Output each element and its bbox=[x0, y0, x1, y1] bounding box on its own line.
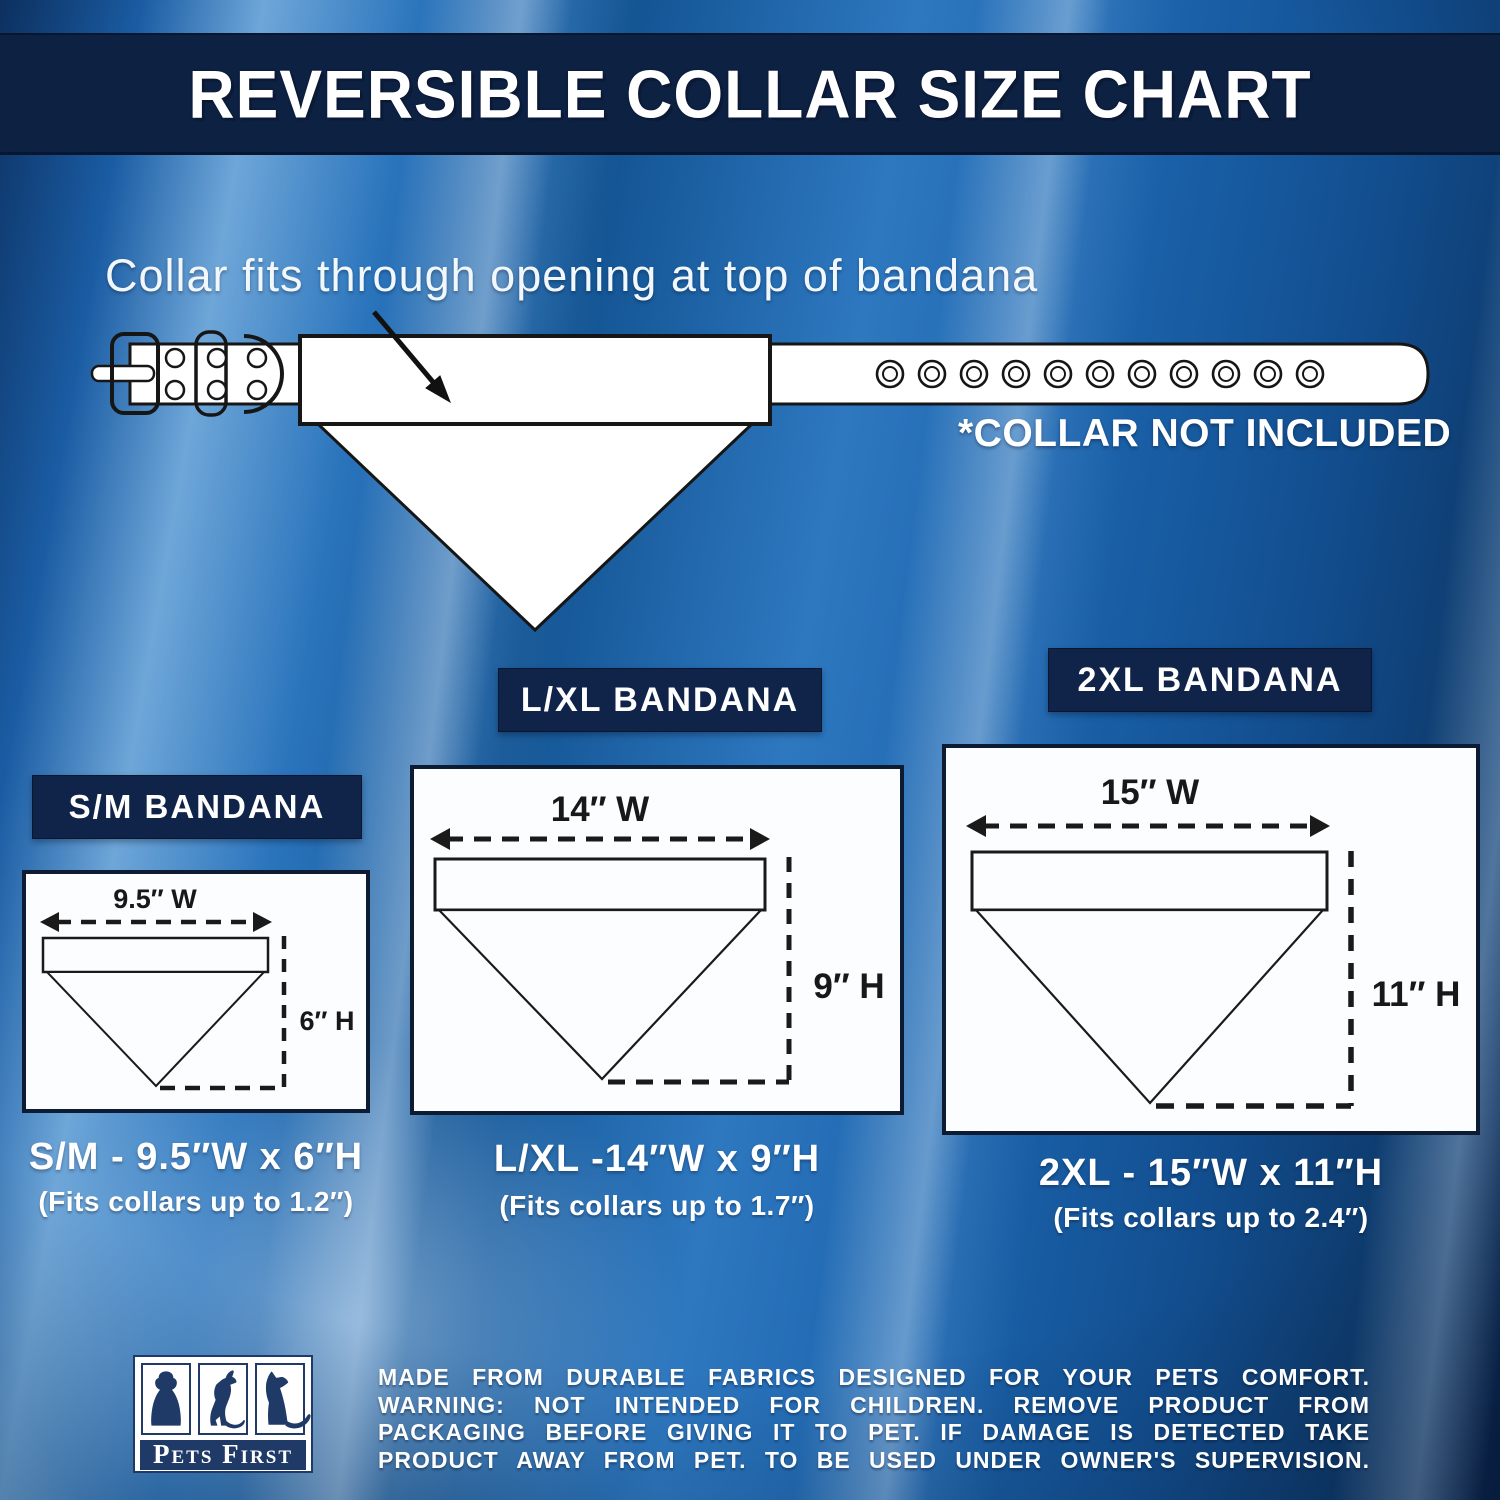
warning-line: WARNING: NOT INTENDED FOR CHILDREN. REMO… bbox=[378, 1391, 1370, 1418]
sm-height-dimension: 6″ H bbox=[299, 1006, 355, 1036]
pets-first-logo: Pets First bbox=[133, 1355, 313, 1473]
2xl-height-dimension: 11″ H bbox=[1371, 975, 1461, 1014]
bandana-triangle bbox=[314, 422, 756, 633]
collar-eyelets bbox=[875, 359, 1325, 389]
dog-silhouette-icon bbox=[198, 1363, 248, 1435]
sm-size-label: S/M BANDANA bbox=[32, 775, 362, 839]
d-ring bbox=[243, 334, 284, 414]
lxl-size-label: L/XL BANDANA bbox=[498, 668, 822, 732]
dog-silhouette-icon bbox=[255, 1363, 311, 1435]
lxl-height-dimension: 9″ H bbox=[813, 967, 885, 1006]
sm-width-dimension: 9.5″ W bbox=[113, 884, 197, 914]
buckle-holes bbox=[164, 347, 268, 401]
collar-diagram bbox=[90, 310, 1430, 633]
2xl-caption: 2XL - 15″W x 11″H bbox=[1038, 1152, 1384, 1194]
dog-silhouette-icon bbox=[141, 1363, 191, 1435]
page-title: REVERSIBLE COLLAR SIZE CHART bbox=[188, 55, 1312, 132]
lxl-caption: L/XL -14″W x 9″H bbox=[493, 1138, 821, 1180]
sm-caption: S/M - 9.5″W x 6″H bbox=[28, 1136, 364, 1178]
collar-strap bbox=[128, 342, 1430, 406]
2xl-fits-note: (Fits collars up to 2.4″) bbox=[1053, 1202, 1369, 1233]
warning-line: PRODUCT AWAY FROM PET. TO BE USED UNDER … bbox=[378, 1446, 1370, 1473]
sm-fits-note: (Fits collars up to 1.2″) bbox=[38, 1186, 354, 1217]
warning-text: MADE FROM DURABLE FABRICS DESIGNED FOR Y… bbox=[378, 1364, 1370, 1474]
keeper-loop bbox=[194, 330, 228, 417]
2xl-width-dimension: 15″ W bbox=[1100, 773, 1200, 812]
buckle-frame-icon bbox=[110, 332, 160, 415]
collar-not-included-note: *COLLAR NOT INCLUDED bbox=[958, 412, 1452, 455]
warning-line: PACKAGING BEFORE GIVING IT TO PET. IF DA… bbox=[378, 1419, 1370, 1445]
logo-wordmark: Pets First bbox=[140, 1440, 306, 1470]
collar-caption: Collar fits through opening at top of ba… bbox=[105, 250, 1039, 301]
pointer-arrow-icon bbox=[372, 310, 451, 404]
bandana-sleeve bbox=[298, 334, 772, 426]
buckle-prong bbox=[90, 364, 156, 383]
logo-dog-row bbox=[135, 1357, 311, 1438]
warning-line: MADE FROM DURABLE FABRICS DESIGNED FOR Y… bbox=[378, 1364, 1370, 1390]
lxl-width-dimension: 14″ W bbox=[550, 790, 650, 829]
lxl-fits-note: (Fits collars up to 1.7″) bbox=[499, 1190, 815, 1221]
header-band: REVERSIBLE COLLAR SIZE CHART bbox=[0, 33, 1500, 155]
2xl-size-label: 2XL BANDANA bbox=[1048, 648, 1372, 712]
